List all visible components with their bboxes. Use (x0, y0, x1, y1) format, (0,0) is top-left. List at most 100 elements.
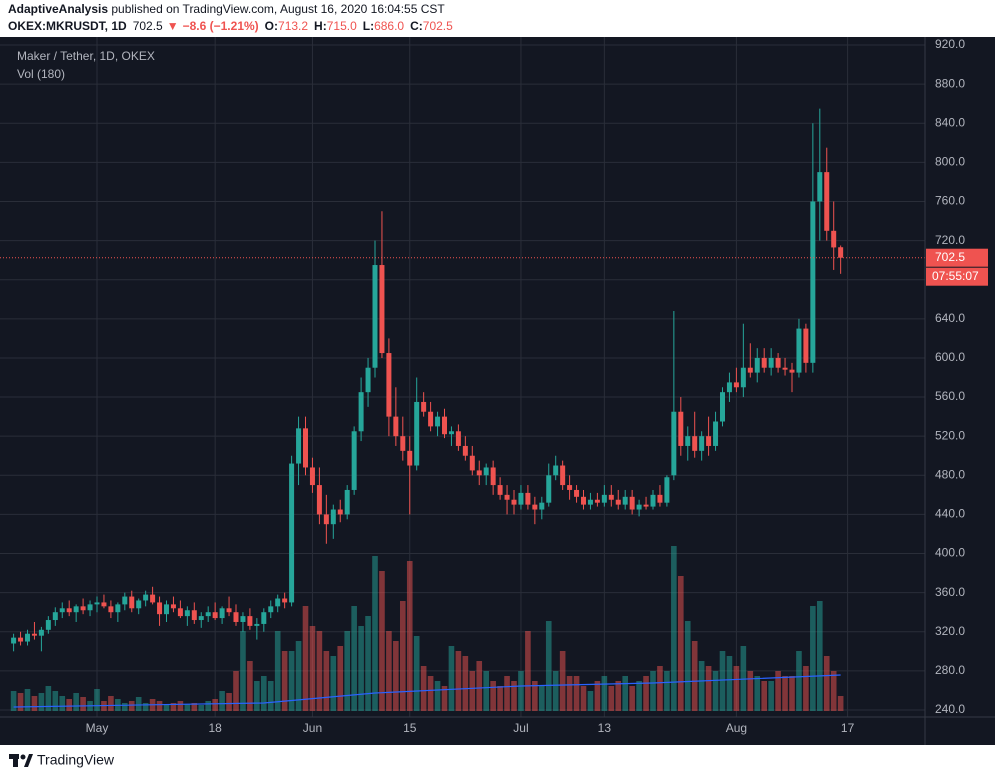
close-value: 702.5 (423, 19, 453, 33)
volume-bar (719, 651, 726, 711)
chart-background (0, 37, 995, 745)
volume-bar (393, 641, 399, 711)
candle-body (636, 504, 642, 510)
volume-bar (420, 666, 427, 711)
volume-bar (351, 606, 357, 711)
y-tick-label: 840.0 (935, 115, 965, 129)
volume-bar (135, 697, 142, 711)
candle-body (337, 509, 343, 515)
candle-body (303, 428, 308, 468)
candle-body (226, 608, 232, 613)
candle-body (358, 392, 364, 432)
change: −8.6 (−1.21%) (183, 19, 259, 33)
symbol-line: OKEX:MKRUSDT, 1D 702.5 ▼ −8.6 (−1.21%) O:713… (8, 19, 453, 33)
candle-body (574, 489, 580, 497)
volume-bar (386, 631, 392, 711)
y-tick-label: 440.0 (935, 507, 965, 521)
volume-bar (267, 681, 274, 711)
volume-bar (483, 671, 489, 711)
candle-body (393, 416, 399, 437)
volume-bar (434, 681, 441, 711)
volume-bar (636, 681, 642, 711)
candle-body (615, 499, 621, 505)
candle-body (657, 494, 663, 503)
candle-body (796, 328, 802, 373)
candle-body (824, 172, 830, 231)
candle-body (428, 411, 434, 427)
logo (9, 754, 33, 767)
open-value: 713.2 (278, 19, 308, 33)
y-tick-label: 520.0 (935, 428, 965, 442)
volume-pane (10, 546, 844, 711)
candle-body (170, 604, 176, 609)
candle-body (747, 367, 753, 373)
y-tick-label: 640.0 (935, 311, 965, 325)
volume-bar (608, 686, 615, 711)
low-name: L: (363, 19, 374, 33)
candle-body (504, 494, 510, 500)
candle-body (539, 502, 545, 510)
pane-title: Maker / Tether, 1D, OKEX (17, 49, 155, 63)
volume-bar (545, 621, 552, 711)
candle-body (87, 604, 93, 611)
volume-bar (31, 696, 38, 711)
low-value: 686.0 (374, 19, 404, 33)
volume-bar (142, 703, 149, 711)
candle-body (268, 606, 274, 613)
volume-bar (684, 621, 691, 711)
candle-body (726, 382, 732, 393)
volume-bar (191, 703, 198, 711)
candle-body (469, 455, 475, 471)
candle-body (685, 436, 691, 446)
change-arrow: ▼ (167, 19, 179, 33)
x-tick-label: May (86, 721, 109, 735)
volume-bar (643, 676, 649, 711)
volume-bar (768, 681, 774, 711)
candle-body (157, 602, 163, 615)
close-name: C: (410, 19, 423, 33)
volume-bar (427, 676, 434, 711)
volume-bar (580, 686, 587, 711)
y-tick-label: 240.0 (935, 702, 965, 716)
candles (0, 108, 925, 652)
volume-bar (240, 631, 246, 711)
volume-bar (337, 646, 344, 711)
y-tick-label: 320.0 (935, 624, 965, 638)
volume-bar (455, 651, 462, 711)
volume-bar (448, 646, 455, 711)
candle-body (775, 357, 781, 368)
x-tick-label: 15 (403, 721, 417, 735)
candle-body (18, 637, 24, 642)
volume-bar (518, 671, 524, 711)
publish-line: AdaptiveAnalysis published on TradingVie… (8, 2, 445, 16)
volume-bar (830, 671, 837, 711)
volume-bar (358, 626, 364, 711)
candle-body (421, 401, 427, 412)
volume-bar (10, 691, 17, 711)
volume-bar (705, 666, 712, 711)
candle-body (581, 496, 586, 505)
candle-body (525, 492, 531, 505)
candle-body (101, 602, 107, 607)
candle-body (372, 265, 378, 368)
volume-bar (698, 661, 705, 711)
volume-bar (629, 686, 635, 711)
volume-bar (469, 671, 476, 711)
candle-body (462, 445, 468, 456)
volume-bar (747, 671, 754, 711)
candle-body (671, 411, 677, 476)
volume-bar (261, 676, 267, 711)
candle-body (629, 496, 635, 510)
volume-bar (664, 671, 670, 711)
candle-body (386, 353, 392, 417)
volume-bar (302, 606, 309, 711)
candle-body (601, 494, 607, 503)
candle-body (52, 612, 58, 621)
y-tick-label: 560.0 (935, 389, 965, 403)
volume-bar (532, 681, 538, 711)
volume-bar (212, 699, 218, 711)
candle-body (184, 610, 190, 617)
x-tick-label: 18 (208, 721, 222, 735)
candle-body (379, 265, 385, 354)
candle-body (740, 367, 746, 388)
